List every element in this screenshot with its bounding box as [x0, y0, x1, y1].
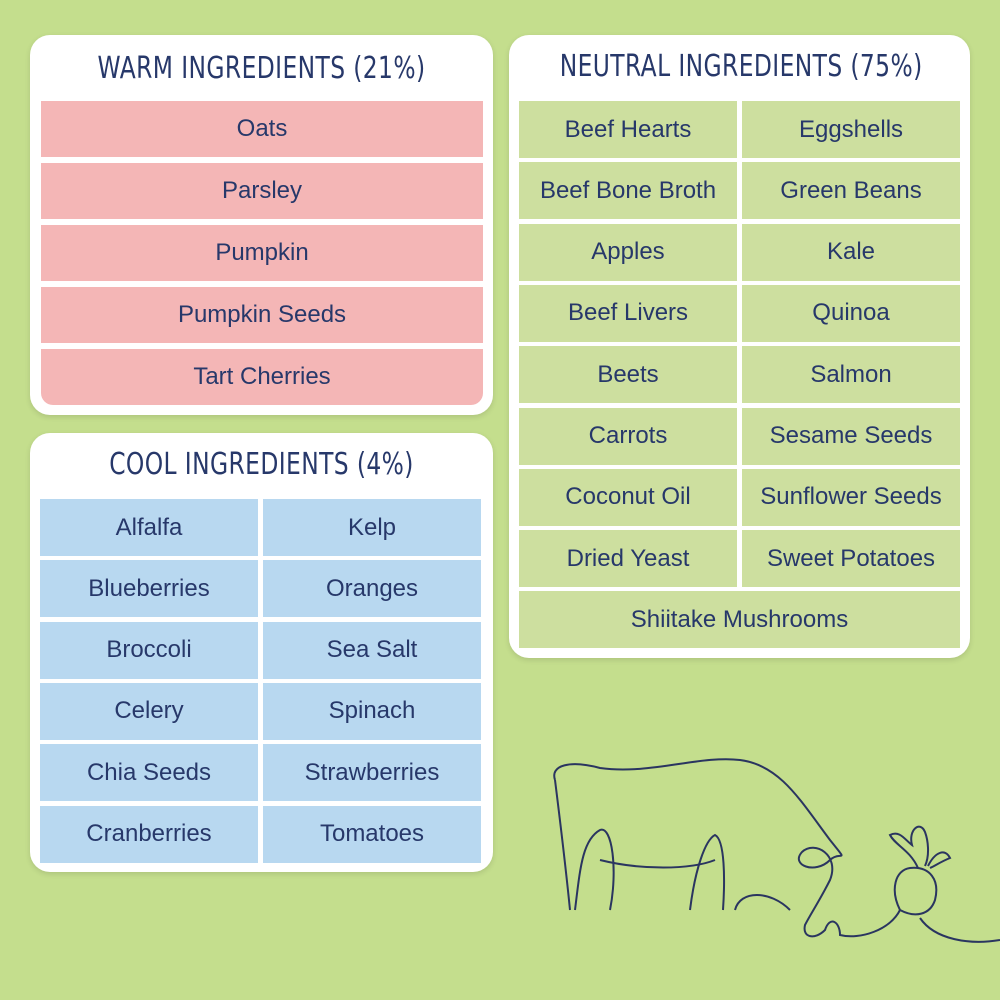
ingredient-cell: Eggshells [742, 101, 960, 158]
ingredient-cell: Carrots [519, 407, 737, 465]
cow-illustration [553, 758, 1000, 943]
ingredient-cell: Beef Livers [519, 284, 737, 342]
ingredient-cell: Sea Salt [263, 621, 481, 679]
ingredient-cell: Celery [40, 682, 258, 740]
ingredient-cell: Parsley [41, 163, 483, 219]
ingredient-cell: Oats [41, 101, 483, 157]
ingredient-cell: Oranges [263, 560, 481, 618]
cool-card: COOL INGREDIENTS (4%) Alfalfa Kelp Blueber… [30, 433, 493, 872]
card-title: WARM INGREDIENTS (21%) [97, 51, 426, 86]
ingredient-cell: Shiitake Mushrooms [519, 591, 960, 649]
ingredient-cell: Green Beans [742, 162, 960, 220]
ingredient-cell: Blueberries [40, 560, 258, 618]
card-title: COOL INGREDIENTS (4%) [109, 447, 414, 482]
ingredient-cell: Beef Hearts [519, 101, 737, 158]
ingredient-cell: Chia Seeds [40, 744, 258, 802]
ingredient-cell: Sweet Potatoes [742, 530, 960, 588]
ingredient-cell: Sunflower Seeds [742, 468, 960, 526]
ingredient-cell: Tart Cherries [41, 349, 483, 405]
ingredient-cell: Beef Bone Broth [519, 162, 737, 220]
ingredient-cell: Sesame Seeds [742, 407, 960, 465]
ingredient-cell: Coconut Oil [519, 468, 737, 526]
ingredient-cell: Spinach [263, 682, 481, 740]
ingredient-cell: Pumpkin [41, 225, 483, 281]
ingredient-cell: Quinoa [742, 284, 960, 342]
ingredient-cell: Dried Yeast [519, 530, 737, 588]
ingredient-cell: Salmon [742, 346, 960, 404]
warm-card: WARM INGREDIENTS (21%) Oats Parsley Pumpki… [30, 35, 493, 415]
ingredient-cell: Tomatoes [263, 805, 481, 863]
card-title: NEUTRAL INGREDIENTS (75%) [559, 49, 923, 84]
ingredient-cell: Cranberries [40, 805, 258, 863]
ingredient-cell: Beets [519, 346, 737, 404]
ingredient-cell: Pumpkin Seeds [41, 287, 483, 343]
ingredient-cell: Apples [519, 223, 737, 281]
neutral-card: NEUTRAL INGREDIENTS (75%) Beef Hearts Egg… [509, 35, 970, 658]
ingredient-cell: Kelp [263, 499, 481, 556]
ingredient-cell: Broccoli [40, 621, 258, 679]
ingredient-cell: Alfalfa [40, 499, 258, 556]
ingredient-cell: Kale [742, 223, 960, 281]
ingredient-cell: Strawberries [263, 744, 481, 802]
